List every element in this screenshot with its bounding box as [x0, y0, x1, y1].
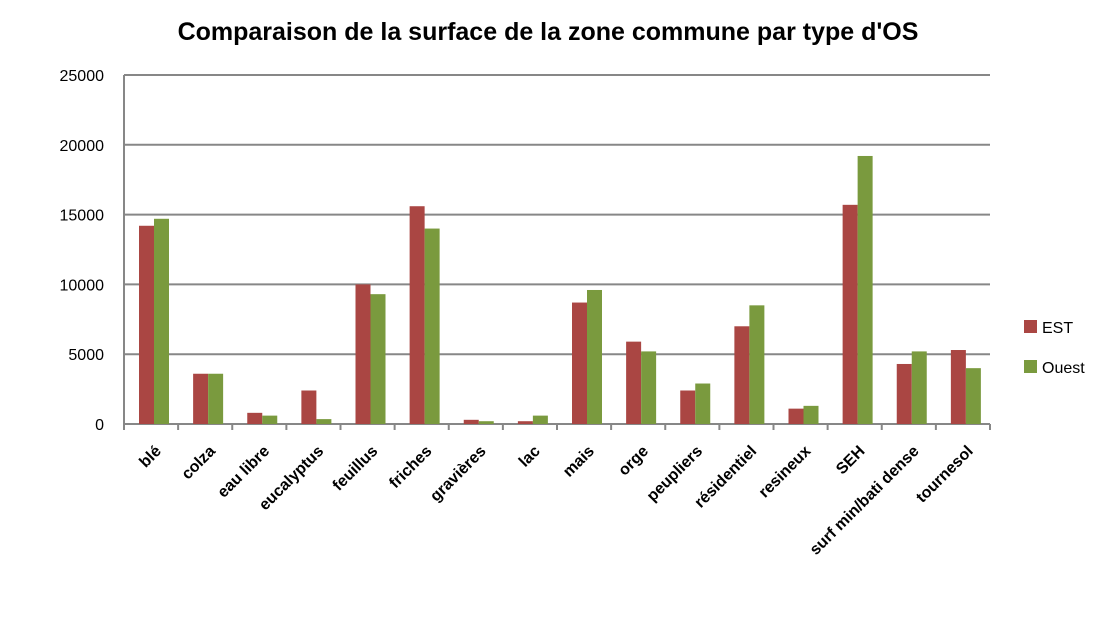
- y-tick-label: 25000: [60, 68, 105, 85]
- bar-est: [409, 206, 425, 424]
- bar-ouest: [262, 415, 278, 424]
- x-tick-label: lac: [516, 443, 544, 471]
- bar-est: [517, 421, 533, 424]
- bar-est: [301, 390, 317, 424]
- legend-swatch-est: [1024, 320, 1037, 333]
- y-tick-label: 5000: [68, 347, 104, 364]
- y-tick-label: 10000: [60, 277, 105, 294]
- bar-est: [193, 373, 209, 424]
- bar-ouest: [532, 415, 548, 424]
- bar-ouest: [641, 351, 657, 424]
- x-tick-label: surf min/bati dense: [807, 443, 923, 559]
- bar-est: [788, 408, 804, 424]
- x-tick-label: tournesol: [913, 443, 977, 507]
- x-tick-label: SEH: [833, 443, 868, 478]
- x-tick-label: mais: [560, 443, 598, 481]
- bars: [139, 155, 981, 424]
- legend-swatch-ouest: [1024, 360, 1037, 373]
- legend-label-est: EST: [1042, 320, 1073, 337]
- x-tick-label: blé: [136, 443, 164, 471]
- x-tick-label: orge: [615, 443, 652, 480]
- y-tick-labels: 0 5000 10000 15000 20000 25000: [60, 68, 105, 434]
- bar-ouest: [424, 228, 440, 424]
- legend-label-ouest: Ouest: [1042, 360, 1085, 377]
- bar-ouest: [749, 305, 765, 424]
- bar-ouest: [154, 218, 169, 424]
- bar-ouest: [911, 351, 927, 424]
- chart-title: Comparaison de la surface de la zone com…: [178, 18, 919, 46]
- bar-est: [463, 419, 479, 424]
- x-tick-label: feuillus: [330, 443, 382, 495]
- bar-est: [842, 204, 858, 424]
- x-tick-label: colza: [179, 443, 219, 483]
- y-tick-label: 0: [95, 417, 104, 434]
- bar-ouest: [857, 155, 873, 424]
- x-tick-label: friches: [386, 443, 435, 492]
- x-tick-label: gravières: [427, 443, 489, 505]
- bar-ouest: [695, 383, 711, 424]
- bar-est: [626, 341, 642, 424]
- bar-est: [680, 390, 696, 424]
- x-tick-label: resineux: [756, 443, 815, 502]
- bar-est: [355, 284, 371, 424]
- bar-ouest: [370, 294, 386, 424]
- bar-ouest: [208, 373, 224, 424]
- legend: EST Ouest: [1024, 320, 1085, 377]
- bar-est: [950, 350, 966, 424]
- y-tick-label: 20000: [60, 138, 105, 155]
- bar-ouest: [965, 368, 981, 424]
- bar-est: [572, 302, 587, 424]
- bar-ouest: [803, 405, 819, 424]
- bar-ouest: [316, 419, 332, 424]
- bar-est: [139, 225, 154, 424]
- bar-ouest: [478, 421, 494, 424]
- bar-ouest: [587, 289, 602, 424]
- y-tick-label: 15000: [60, 208, 105, 225]
- bar-est: [896, 363, 912, 424]
- bar-est: [247, 412, 263, 424]
- bar-est: [734, 326, 750, 424]
